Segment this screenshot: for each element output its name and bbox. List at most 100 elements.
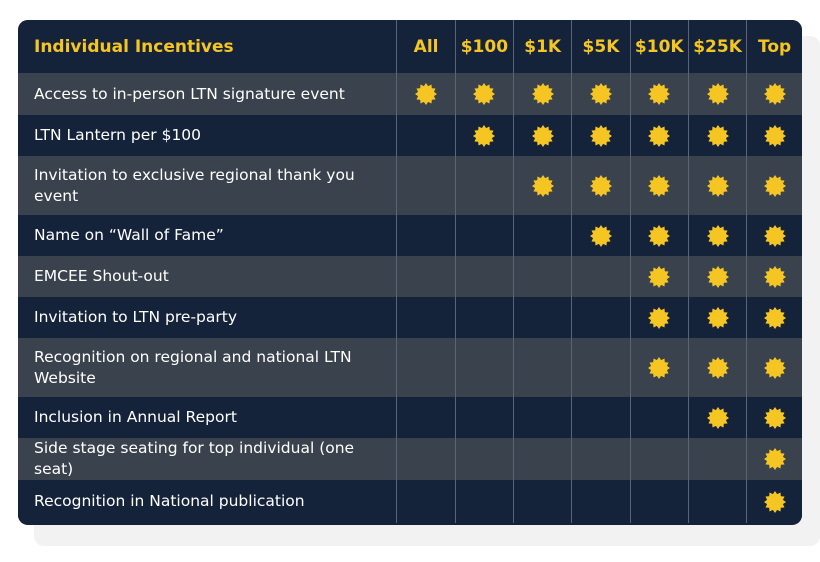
- incentive-label: LTN Lantern per $100: [18, 115, 397, 156]
- starburst-icon: [706, 306, 729, 329]
- tier-cell: [396, 480, 456, 523]
- tier-cell: [454, 480, 514, 523]
- tier-cell: [513, 73, 572, 115]
- tier-cell: [629, 338, 689, 397]
- tier-cell: [396, 338, 456, 397]
- tier-cell: [454, 397, 514, 438]
- tier-cell: [571, 480, 631, 523]
- tier-cell: [513, 215, 572, 256]
- tier-cell: [454, 297, 514, 338]
- tier-cell: [687, 438, 747, 480]
- tier-cell: [396, 297, 456, 338]
- starburst-icon: [648, 174, 671, 197]
- tier-cell: [454, 338, 514, 397]
- incentive-label: Access to in-person LTN signature event: [18, 73, 397, 115]
- incentive-label: Recognition on regional and national LTN…: [18, 338, 397, 397]
- tier-cell: [687, 480, 747, 523]
- table-row: Invitation to exclusive regional thank y…: [18, 156, 802, 215]
- tier-cell: [629, 115, 689, 156]
- incentive-label: Recognition in National publication: [18, 480, 397, 523]
- starburst-icon: [648, 83, 671, 105]
- tier-cell: [396, 438, 456, 480]
- tier-cell: [454, 73, 514, 115]
- tier-cell: [513, 297, 572, 338]
- tier-cell: [629, 156, 689, 215]
- table-row: Recognition in National publication: [18, 480, 802, 523]
- starburst-icon: [589, 124, 612, 147]
- starburst-icon: [763, 174, 786, 197]
- tier-header-all: All: [396, 20, 456, 73]
- tier-cell: [629, 397, 689, 438]
- tier-cell: [746, 438, 802, 480]
- tier-cell: [746, 338, 802, 397]
- tier-cell: [746, 297, 802, 338]
- table-row: Name on “Wall of Fame”: [18, 215, 802, 256]
- starburst-icon: [706, 124, 729, 147]
- tier-cell: [396, 73, 456, 115]
- tier-cell: [746, 256, 802, 297]
- tier-cell: [571, 338, 631, 397]
- starburst-icon: [706, 356, 729, 379]
- starburst-icon: [763, 224, 786, 247]
- starburst-icon: [706, 224, 729, 247]
- tier-header-top: Top: [746, 20, 802, 73]
- incentive-rows: Access to in-person LTN signature event L…: [18, 73, 802, 523]
- tier-cell: [571, 397, 631, 438]
- tier-cell: [571, 73, 631, 115]
- tier-cell: [454, 156, 514, 215]
- starburst-icon: [415, 83, 438, 105]
- table-row: Inclusion in Annual Report: [18, 397, 802, 438]
- tier-cell: [687, 156, 747, 215]
- starburst-icon: [763, 356, 786, 379]
- tier-cell: [513, 438, 572, 480]
- incentives-table: Individual Incentives All $100 $1K $5K $…: [18, 20, 802, 523]
- tier-cell: [396, 215, 456, 256]
- tier-cell: [396, 256, 456, 297]
- starburst-icon: [763, 265, 786, 288]
- tier-cell: [687, 115, 747, 156]
- starburst-icon: [589, 174, 612, 197]
- starburst-icon: [763, 306, 786, 329]
- table-title: Individual Incentives: [18, 20, 397, 73]
- tier-cell: [687, 256, 747, 297]
- table-row: Recognition on regional and national LTN…: [18, 338, 802, 397]
- tier-cell: [571, 256, 631, 297]
- starburst-icon: [473, 83, 496, 105]
- starburst-icon: [706, 83, 729, 105]
- tier-header-100: $100: [454, 20, 514, 73]
- tier-header-10k: $10K: [629, 20, 689, 73]
- tier-cell: [629, 480, 689, 523]
- tier-cell: [571, 297, 631, 338]
- tier-cell: [513, 480, 572, 523]
- tier-cell: [513, 115, 572, 156]
- tier-header-1k: $1K: [513, 20, 572, 73]
- starburst-icon: [706, 265, 729, 288]
- incentive-label: Inclusion in Annual Report: [18, 397, 397, 438]
- table-row: Invitation to LTN pre-party: [18, 297, 802, 338]
- starburst-icon: [648, 124, 671, 147]
- starburst-icon: [648, 265, 671, 288]
- table-row: Access to in-person LTN signature event: [18, 73, 802, 115]
- starburst-icon: [763, 448, 786, 470]
- starburst-icon: [763, 124, 786, 147]
- incentive-label: Side stage seating for top individual (o…: [18, 438, 397, 480]
- tier-cell: [687, 397, 747, 438]
- incentive-label: Name on “Wall of Fame”: [18, 215, 397, 256]
- starburst-icon: [589, 83, 612, 105]
- tier-cell: [513, 256, 572, 297]
- tier-cell: [629, 256, 689, 297]
- incentive-label: Invitation to exclusive regional thank y…: [18, 156, 397, 215]
- tier-cell: [454, 215, 514, 256]
- tier-cell: [746, 156, 802, 215]
- tier-cell: [571, 115, 631, 156]
- incentive-label: Invitation to LTN pre-party: [18, 297, 397, 338]
- incentive-label: EMCEE Shout-out: [18, 256, 397, 297]
- tier-cell: [746, 215, 802, 256]
- tier-cell: [513, 156, 572, 215]
- tier-cell: [454, 256, 514, 297]
- tier-cell: [687, 73, 747, 115]
- starburst-icon: [706, 174, 729, 197]
- tier-header-25k: $25K: [687, 20, 747, 73]
- starburst-icon: [763, 83, 786, 105]
- starburst-icon: [473, 124, 496, 147]
